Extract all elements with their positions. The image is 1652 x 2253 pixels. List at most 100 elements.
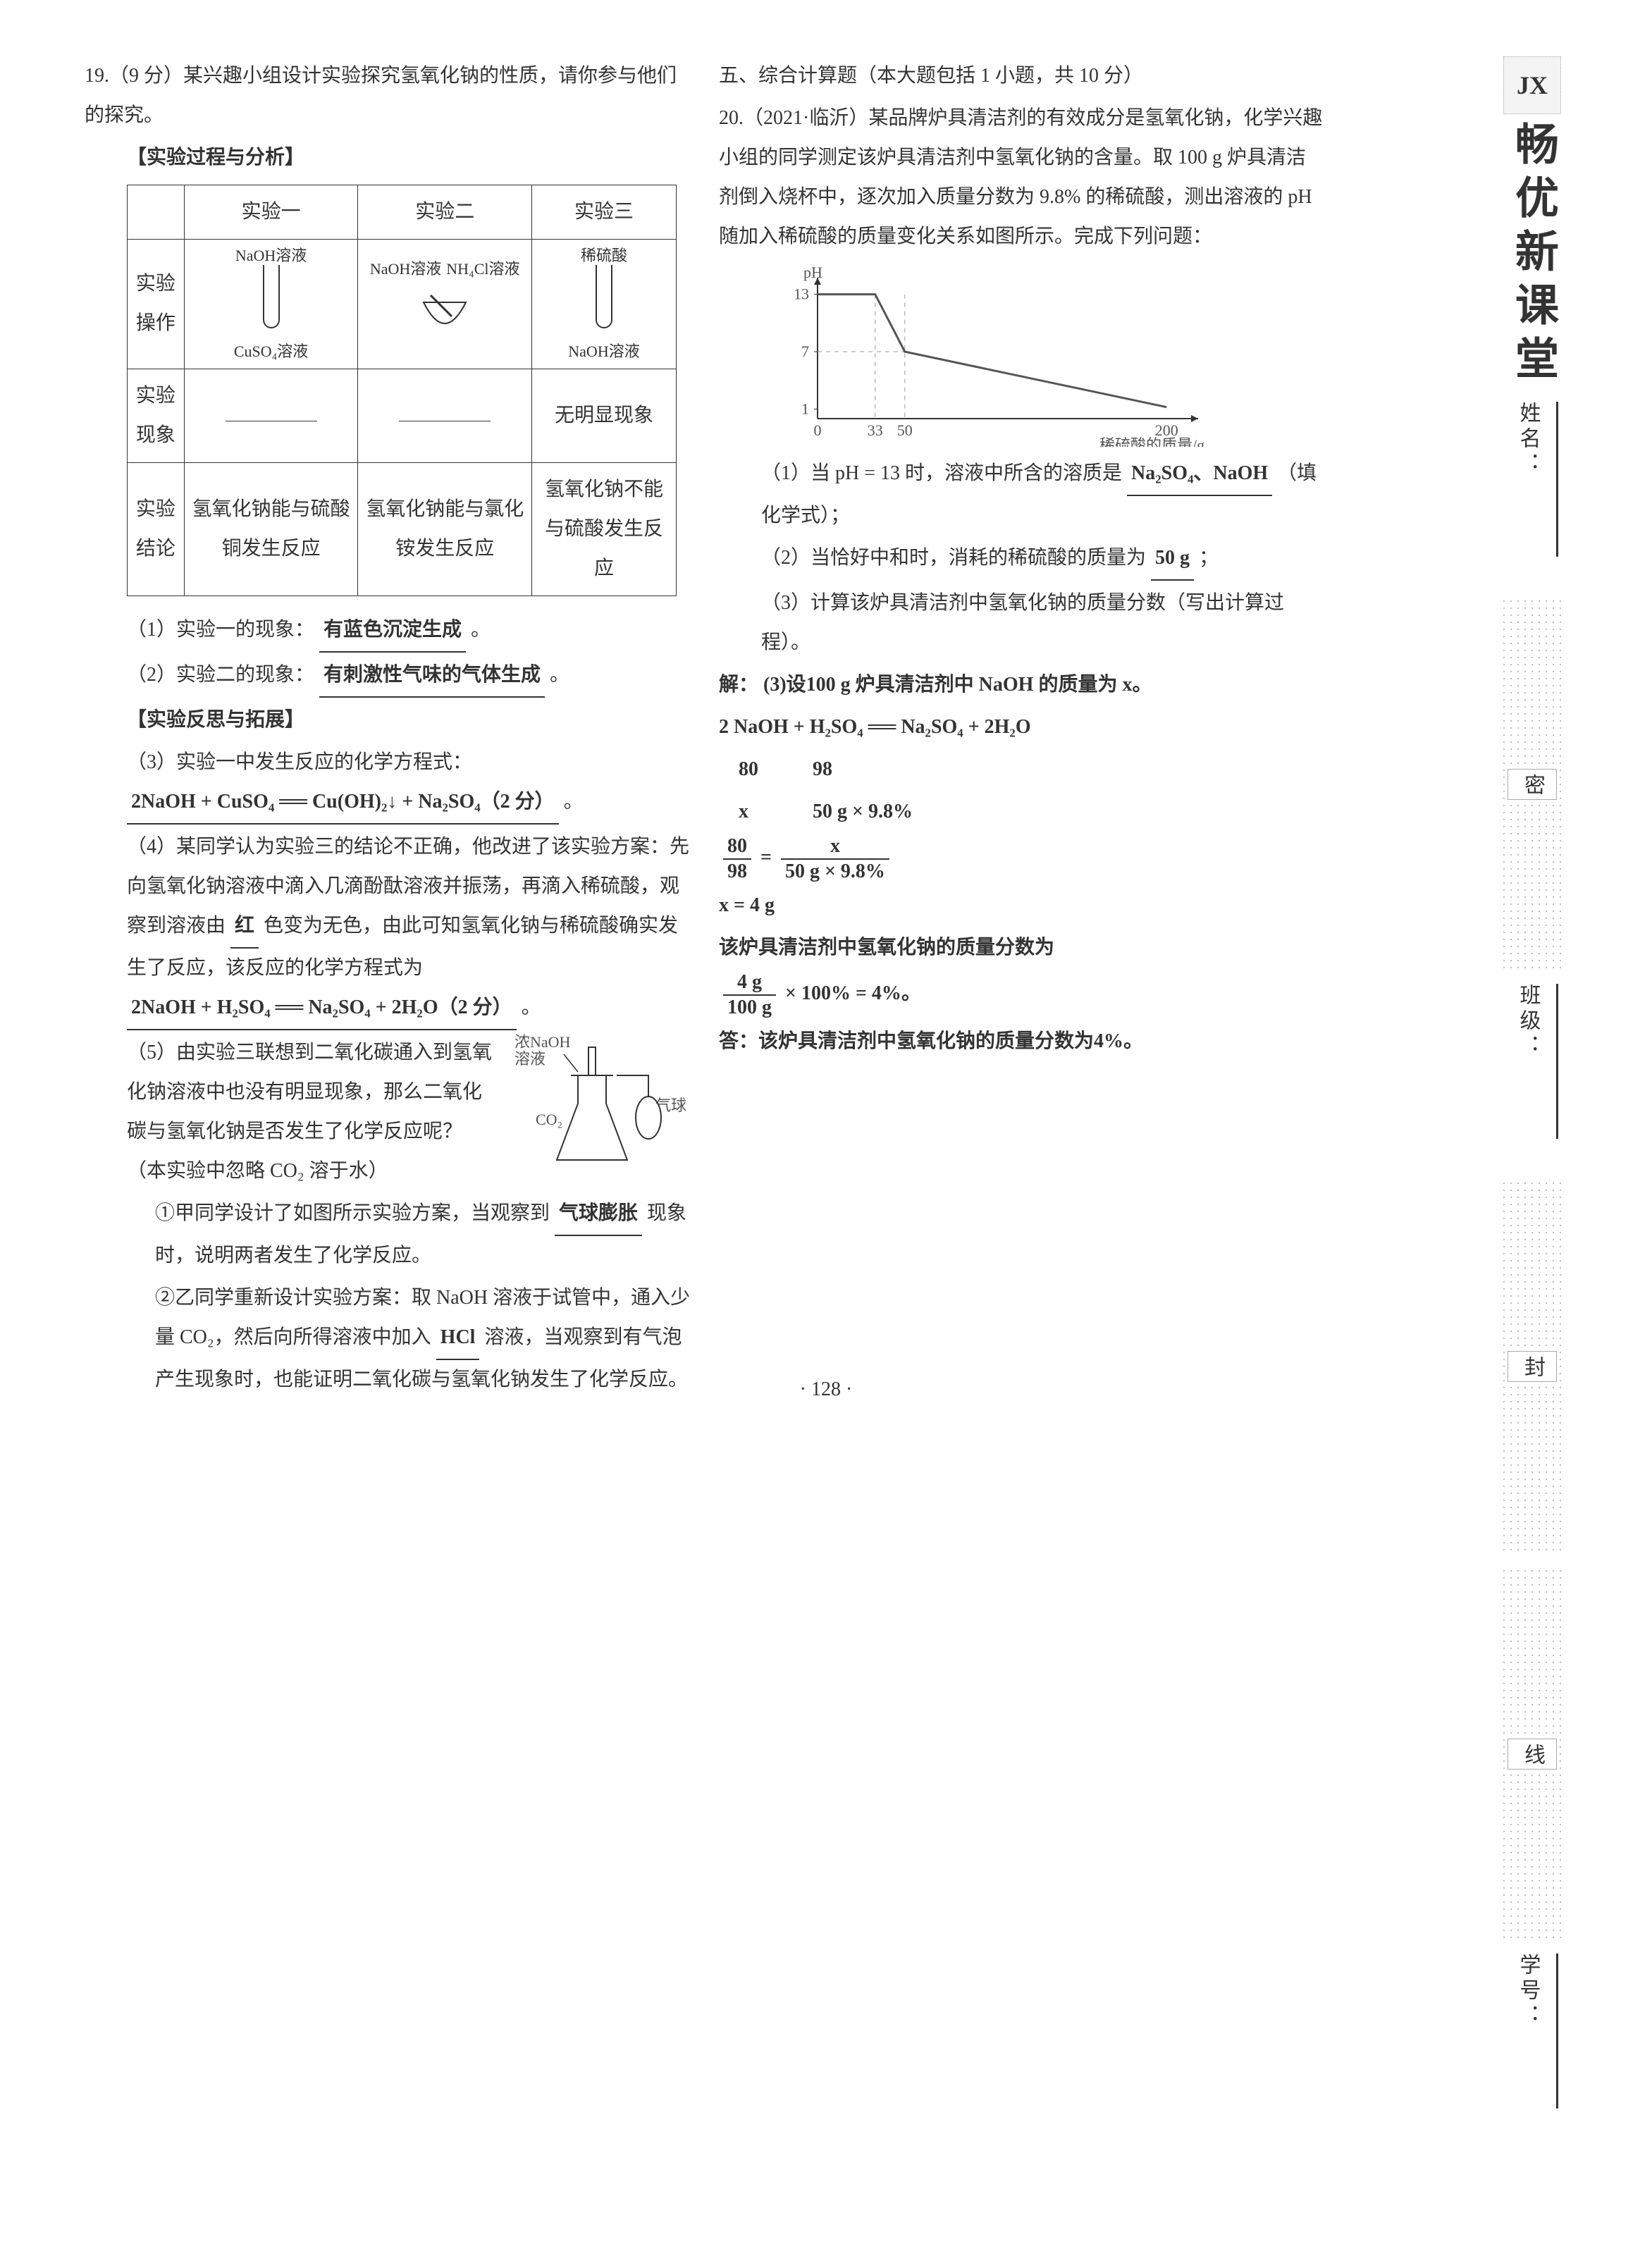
table-header-exp2: 实验二 — [358, 185, 532, 240]
operation-exp3: 稀硫酸 NaOH溶液 — [532, 240, 677, 369]
sol-masses: 80 98 — [719, 750, 1325, 789]
q20-3: （3）计算该炉具清洁剂中氢氧化钠的质量分数（写出计算过程）。 — [719, 584, 1325, 662]
sidebar-title: 畅优新课堂 — [1488, 121, 1576, 389]
blank-line — [226, 407, 317, 421]
q19-2-end: 。 — [550, 664, 569, 686]
svg-text:1: 1 — [801, 400, 809, 417]
op2-right-label: NH₄Cl溶液 — [446, 260, 519, 278]
q19-2-answer: 有刺激性气味的气体生成 — [319, 655, 545, 698]
dotted-band-xian: 线 — [1500, 1567, 1564, 1941]
field-class-label: 班级： — [1507, 984, 1549, 1060]
q19-4: （4）某同学认为实验三的结论不正确，他改进了该实验方案：先向氢氧化钠溶液中滴入几… — [85, 827, 691, 1030]
process-title: 【实验过程与分析】 — [85, 138, 691, 178]
page-content: 19.（9 分）某兴趣小组设计实验探究氢氧化钠的性质，请你参与他们的探究。 【实… — [85, 56, 1624, 1402]
q19-2: （2）实验二的现象： 有刺激性气味的气体生成 。 — [85, 655, 691, 698]
table-header-blank — [128, 185, 185, 240]
conc-exp2: 氢氧化钠能与氯化铵发生反应 — [358, 462, 532, 595]
op3-bottom-label: NaOH溶液 — [538, 342, 670, 361]
q19-5-1: ①甲同学设计了如图所示实验方案，当观察到 气球膨胀 现象时，说明两者发生了化学反… — [85, 1194, 691, 1276]
q19-3-answer: 2NaOH + CuSO₄ ══ Cu(OH)₂↓ + Na₂SO₄（2 分） — [127, 782, 559, 825]
band-char-mi: 密 — [1508, 769, 1557, 800]
sol-mass1: 80 — [739, 758, 758, 780]
sol-final-answer: 答：该炉具清洁剂中氢氧化钠的质量分数为4%。 — [719, 1022, 1325, 1061]
phenom-exp2 — [358, 369, 532, 462]
sol-label: 解： — [719, 674, 758, 696]
experiment-table: 实验一 实验二 实验三 实验操作 NaOH溶液 CuSO₄溶液 NaOH溶液 N… — [127, 185, 677, 596]
field-line — [1556, 1953, 1558, 2109]
table-header-exp1: 实验一 — [184, 185, 358, 240]
sol-mass2: 98 — [813, 758, 832, 780]
solution-line: 解： (3)设100 g 炉具清洁剂中 NaOH 的质量为 x。 — [719, 665, 1325, 705]
table-row: 实验结论 氢氧化钠能与硫酸铜发生反应 氢氧化钠能与氯化铵发生反应 氢氧化钠不能与… — [128, 462, 677, 595]
table-row: 实验一 实验二 实验三 — [128, 185, 677, 240]
q19-3: （3）实验一中发生反应的化学方程式： 2NaOH + CuSO₄ ══ Cu(O… — [85, 743, 691, 825]
q20-1: （1）当 pH = 13 时，溶液中所含的溶质是 Na₂SO₄、NaOH （填化… — [719, 454, 1325, 536]
row-phenomenon-label: 实验现象 — [128, 369, 185, 462]
field-id-label: 学号： — [1507, 1953, 1549, 2030]
sol-proportion: 80 98 = x 50 g × 9.8% — [719, 834, 1325, 883]
q19-5-1-answer: 气球膨胀 — [555, 1194, 642, 1236]
frac-right-num: x — [781, 834, 889, 860]
sol-var1: x — [739, 801, 748, 822]
right-column: 五、综合计算题（本大题包括 1 小题，共 10 分） 20.（2021·临沂）某… — [719, 56, 1325, 1402]
diagram-co2-label: CO₂ — [536, 1111, 562, 1128]
band-char-xian: 线 — [1508, 1739, 1557, 1770]
table-row: 实验现象 无明显现象 — [128, 369, 677, 462]
q19-2-label: （2）实验二的现象： — [127, 664, 314, 686]
q19-header: 19.（9 分）某兴趣小组设计实验探究氢氧化钠的性质，请你参与他们的探究。 — [85, 56, 691, 135]
svg-text:13: 13 — [794, 285, 809, 303]
dotted-band-mi: 密 — [1500, 598, 1564, 971]
diagram-naoh-label2: 溶液 — [514, 1050, 545, 1068]
svg-text:pH: pH — [803, 264, 822, 281]
q20-2-answer: 50 g — [1151, 538, 1194, 581]
table-row: 实验操作 NaOH溶液 CuSO₄溶液 NaOH溶液 NH₄Cl溶液 稀硫酸 — [128, 240, 677, 369]
op3-top-label: 稀硫酸 — [538, 247, 670, 265]
test-tube-icon — [263, 265, 280, 328]
svg-text:50: 50 — [897, 421, 913, 439]
op1-top-label: NaOH溶液 — [190, 247, 352, 265]
frac-left-den: 98 — [723, 860, 751, 884]
q19-1-answer: 有蓝色沉淀生成 — [319, 610, 466, 653]
q19-5-1-a: ①甲同学设计了如图所示实验方案，当观察到 — [155, 1202, 550, 1224]
sol-pct-tail: × 100% = 4%。 — [785, 982, 921, 1004]
left-column: 19.（9 分）某兴趣小组设计实验探究氢氧化钠的性质，请你参与他们的探究。 【实… — [85, 56, 691, 1402]
frac-pct: 4 g 100 g — [723, 970, 776, 1019]
operation-exp1: NaOH溶液 CuSO₄溶液 — [184, 240, 358, 369]
q19-5: 浓NaOH 溶液 CO₂ 气球 （5）由实验三联想到二氧化碳通入到氢氧化钠溶液中… — [85, 1033, 691, 1191]
op2-left-label: NaOH溶液 — [370, 260, 441, 278]
svg-text:稀硫酸的质量/g: 稀硫酸的质量/g — [1099, 436, 1204, 447]
q19-5-2: ②乙同学重新设计实验方案：取 NaOH 溶液于试管中，通入少量 CO₂，然后向所… — [85, 1278, 691, 1400]
q19-1-end: 。 — [471, 619, 491, 641]
frac-left-num: 80 — [723, 834, 751, 860]
sol-pct-text: 该炉具清洁剂中氢氧化钠的质量分数为 — [719, 928, 1325, 968]
operation-exp2: NaOH溶液 NH₄Cl溶液 — [358, 240, 532, 369]
q19-3-end: 。 — [564, 791, 584, 813]
field-class: 班级： — [1507, 984, 1558, 1167]
blank-line — [399, 407, 491, 421]
ph-chart: 171303350200pH稀硫酸的质量/g — [775, 264, 1226, 447]
q19-5-2-answer: HCl — [436, 1318, 480, 1360]
flask-diagram: 浓NaOH 溶液 CO₂ 气球 — [507, 1033, 691, 1174]
svg-text:0: 0 — [814, 421, 822, 439]
sol-vars: x 50 g × 9.8% — [719, 792, 1325, 832]
sol-x: x = 4 g — [719, 886, 1325, 925]
phenom-exp3: 无明显现象 — [532, 369, 677, 462]
test-tube-icon — [596, 265, 612, 328]
frac-right-den: 50 g × 9.8% — [781, 860, 889, 884]
field-name-label: 姓名： — [1507, 402, 1549, 478]
q20-2-b: ； — [1199, 547, 1219, 569]
svg-text:7: 7 — [801, 342, 809, 360]
sol-line1: (3)设100 g 炉具清洁剂中 NaOH 的质量为 x。 — [763, 674, 1152, 696]
q19-1: （1）实验一的现象： 有蓝色沉淀生成 。 — [85, 610, 691, 653]
q19-5-intro: （5）由实验三联想到二氧化碳通入到氢氧化钠溶液中也没有明显现象，那么二氧化碳与氢… — [127, 1042, 492, 1182]
phenom-exp1 — [184, 369, 358, 462]
q20-2-a: （2）当恰好中和时，消耗的稀硫酸的质量为 — [761, 547, 1146, 569]
q19-4-end: 。 — [522, 996, 541, 1018]
sol-equation: 2 NaOH + H₂SO₄ ══ Na₂SO₄ + 2H₂O — [719, 708, 1325, 747]
conc-exp1: 氢氧化钠能与硫酸铜发生反应 — [184, 462, 358, 595]
frac-eq: = — [760, 846, 772, 868]
table-header-exp3: 实验三 — [532, 185, 677, 240]
row-operation-label: 实验操作 — [128, 240, 185, 369]
frac-pct-num: 4 g — [723, 970, 776, 996]
q19-4-answer-color: 红 — [230, 906, 259, 949]
